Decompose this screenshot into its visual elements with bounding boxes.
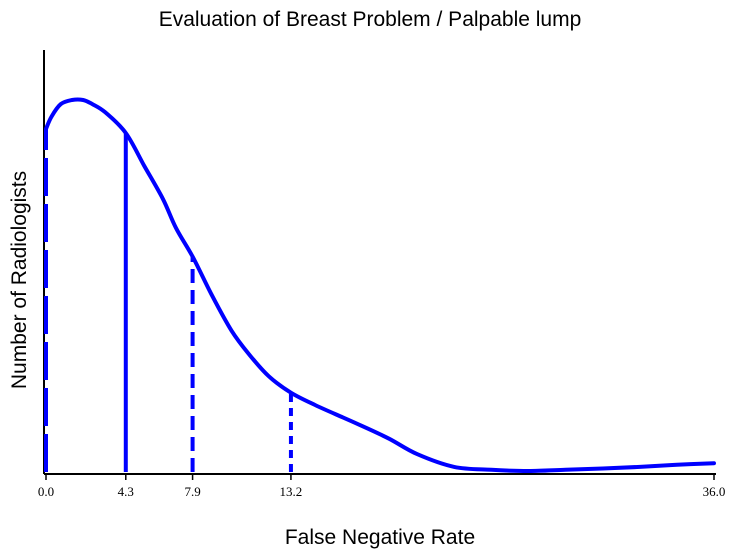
x-ticks: 0.0 4.3 7.9 13.2 36.0 bbox=[38, 474, 726, 499]
x-tick-label-1: 4.3 bbox=[118, 484, 134, 499]
y-axis-label: Number of Radiologists bbox=[8, 171, 31, 389]
x-tick-label-0: 0.0 bbox=[38, 484, 54, 499]
x-tick-label-2: 7.9 bbox=[184, 484, 200, 499]
x-tick-label-4: 36.0 bbox=[703, 484, 726, 499]
x-axis-label: False Negative Rate bbox=[285, 526, 475, 549]
x-tick-label-3: 13.2 bbox=[280, 484, 303, 499]
density-curve bbox=[44, 97, 716, 473]
reference-lines bbox=[44, 128, 293, 472]
chart-title: Evaluation of Breast Problem / Palpable … bbox=[159, 8, 582, 31]
